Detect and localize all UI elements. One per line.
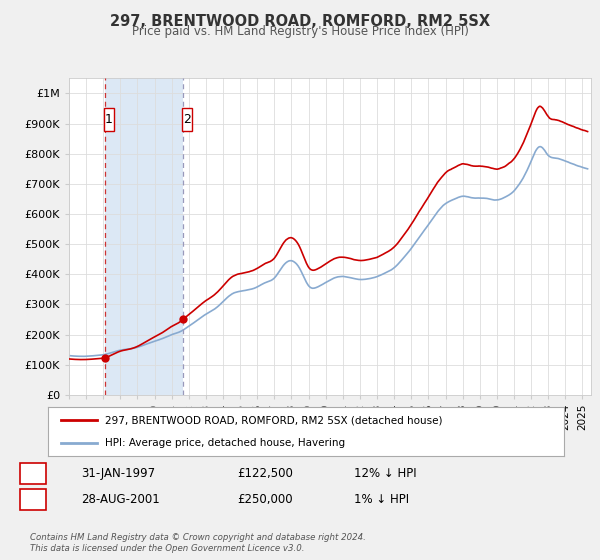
Text: 1% ↓ HPI: 1% ↓ HPI: [354, 493, 409, 506]
Text: 297, BRENTWOOD ROAD, ROMFORD, RM2 5SX: 297, BRENTWOOD ROAD, ROMFORD, RM2 5SX: [110, 14, 490, 29]
Text: 2: 2: [29, 493, 37, 506]
Text: 28-AUG-2001: 28-AUG-2001: [81, 493, 160, 506]
Text: This data is licensed under the Open Government Licence v3.0.: This data is licensed under the Open Gov…: [30, 544, 305, 553]
Text: 1: 1: [29, 466, 37, 480]
Bar: [104, 78, 183, 395]
Text: £250,000: £250,000: [237, 493, 293, 506]
Text: 1: 1: [105, 113, 113, 126]
Text: 2: 2: [183, 113, 191, 126]
Text: Contains HM Land Registry data © Crown copyright and database right 2024.: Contains HM Land Registry data © Crown c…: [30, 533, 366, 542]
FancyBboxPatch shape: [104, 108, 113, 132]
Text: HPI: Average price, detached house, Havering: HPI: Average price, detached house, Have…: [105, 438, 345, 448]
Text: Price paid vs. HM Land Registry's House Price Index (HPI): Price paid vs. HM Land Registry's House …: [131, 25, 469, 38]
Text: 31-JAN-1997: 31-JAN-1997: [81, 466, 155, 480]
Text: 12% ↓ HPI: 12% ↓ HPI: [354, 466, 416, 480]
Text: 297, BRENTWOOD ROAD, ROMFORD, RM2 5SX (detached house): 297, BRENTWOOD ROAD, ROMFORD, RM2 5SX (d…: [105, 416, 442, 426]
FancyBboxPatch shape: [182, 108, 192, 132]
Text: £122,500: £122,500: [237, 466, 293, 480]
